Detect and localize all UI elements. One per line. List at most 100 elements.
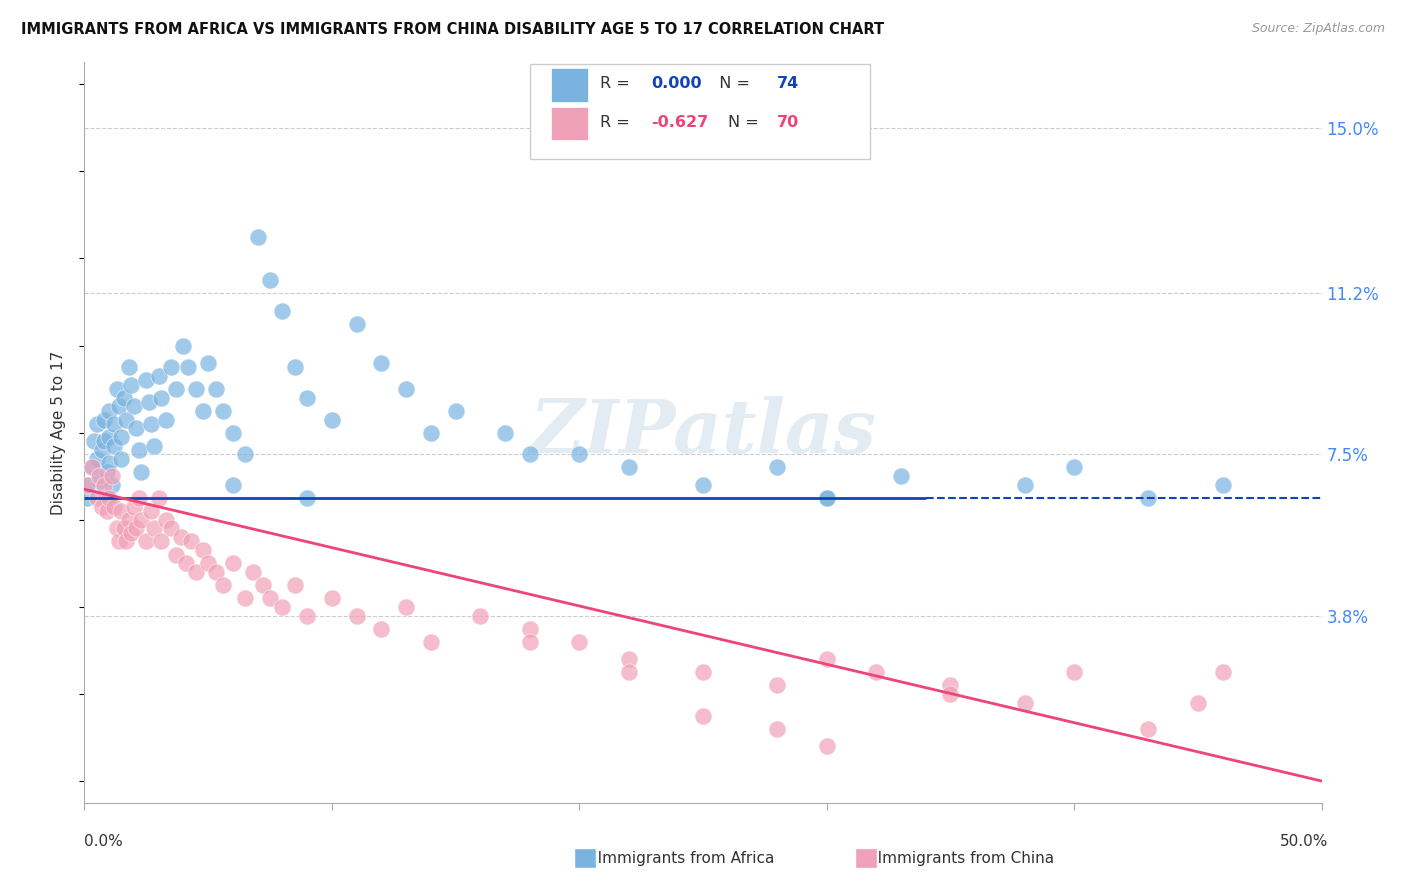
Point bbox=[105, 382, 128, 396]
Point bbox=[174, 556, 197, 570]
Point bbox=[346, 317, 368, 331]
Point bbox=[766, 460, 789, 475]
Point bbox=[191, 404, 214, 418]
Point bbox=[128, 443, 150, 458]
Text: 70: 70 bbox=[778, 115, 800, 130]
Point bbox=[98, 491, 121, 505]
Point bbox=[108, 534, 131, 549]
Point bbox=[1212, 478, 1234, 492]
Point bbox=[370, 622, 392, 636]
Point bbox=[115, 534, 138, 549]
Point bbox=[120, 377, 142, 392]
Point bbox=[86, 491, 108, 505]
Point bbox=[142, 439, 165, 453]
Point bbox=[519, 447, 541, 461]
Point bbox=[98, 456, 121, 470]
Point bbox=[108, 400, 131, 414]
Point bbox=[395, 599, 418, 614]
Point bbox=[96, 491, 118, 505]
Point bbox=[470, 608, 492, 623]
Point bbox=[295, 608, 318, 623]
Point bbox=[80, 460, 103, 475]
Point bbox=[76, 478, 98, 492]
Point bbox=[815, 491, 838, 505]
Point bbox=[815, 739, 838, 754]
Point bbox=[79, 478, 101, 492]
Point bbox=[100, 478, 122, 492]
Point bbox=[568, 447, 591, 461]
Point bbox=[222, 425, 245, 440]
Point bbox=[212, 404, 235, 418]
Point bbox=[141, 417, 163, 431]
Point bbox=[212, 578, 235, 592]
Text: R =: R = bbox=[600, 115, 636, 130]
Text: 0.000: 0.000 bbox=[651, 77, 702, 91]
Point bbox=[271, 303, 294, 318]
Point bbox=[112, 391, 135, 405]
Point bbox=[890, 469, 912, 483]
Point bbox=[197, 556, 219, 570]
Text: 50.0%: 50.0% bbox=[1281, 834, 1329, 849]
Point bbox=[271, 599, 294, 614]
Point bbox=[122, 500, 145, 514]
Point bbox=[125, 421, 148, 435]
Point bbox=[494, 425, 516, 440]
Point bbox=[233, 591, 256, 606]
Point bbox=[222, 478, 245, 492]
Point bbox=[141, 504, 163, 518]
Point bbox=[96, 504, 118, 518]
Text: IMMIGRANTS FROM AFRICA VS IMMIGRANTS FROM CHINA DISABILITY AGE 5 TO 17 CORRELATI: IMMIGRANTS FROM AFRICA VS IMMIGRANTS FRO… bbox=[21, 22, 884, 37]
Point bbox=[110, 430, 132, 444]
Point bbox=[110, 504, 132, 518]
Point bbox=[138, 395, 160, 409]
Point bbox=[129, 513, 152, 527]
FancyBboxPatch shape bbox=[855, 848, 877, 868]
Point bbox=[252, 578, 274, 592]
Text: Source: ZipAtlas.com: Source: ZipAtlas.com bbox=[1251, 22, 1385, 36]
Point bbox=[295, 491, 318, 505]
Point bbox=[617, 460, 640, 475]
Point bbox=[815, 652, 838, 666]
Point bbox=[204, 382, 226, 396]
Point bbox=[519, 634, 541, 648]
Y-axis label: Disability Age 5 to 17: Disability Age 5 to 17 bbox=[51, 351, 66, 515]
Point bbox=[98, 430, 121, 444]
Point bbox=[165, 548, 187, 562]
Point bbox=[148, 491, 170, 505]
Point bbox=[246, 229, 269, 244]
Point bbox=[191, 543, 214, 558]
Point bbox=[89, 474, 111, 488]
Point bbox=[150, 534, 173, 549]
Point bbox=[815, 491, 838, 505]
Point bbox=[103, 439, 125, 453]
Point bbox=[259, 591, 281, 606]
Point bbox=[103, 500, 125, 514]
Point bbox=[233, 447, 256, 461]
Point bbox=[122, 400, 145, 414]
FancyBboxPatch shape bbox=[551, 69, 588, 102]
Point bbox=[86, 451, 108, 466]
Text: N =: N = bbox=[709, 77, 755, 91]
Point bbox=[939, 678, 962, 692]
Point bbox=[135, 534, 157, 549]
Point bbox=[617, 665, 640, 680]
Point bbox=[98, 404, 121, 418]
Text: 74: 74 bbox=[778, 77, 800, 91]
Point bbox=[692, 478, 714, 492]
Point bbox=[93, 412, 115, 426]
Point bbox=[83, 434, 105, 449]
Point bbox=[118, 513, 141, 527]
Point bbox=[86, 417, 108, 431]
Point bbox=[1137, 491, 1160, 505]
Point bbox=[1212, 665, 1234, 680]
Point bbox=[1063, 665, 1085, 680]
Point bbox=[692, 665, 714, 680]
Point bbox=[177, 360, 200, 375]
Point bbox=[321, 591, 343, 606]
Point bbox=[284, 360, 307, 375]
Point bbox=[197, 356, 219, 370]
Point bbox=[370, 356, 392, 370]
Point bbox=[172, 338, 194, 352]
Point bbox=[150, 391, 173, 405]
FancyBboxPatch shape bbox=[551, 107, 588, 140]
